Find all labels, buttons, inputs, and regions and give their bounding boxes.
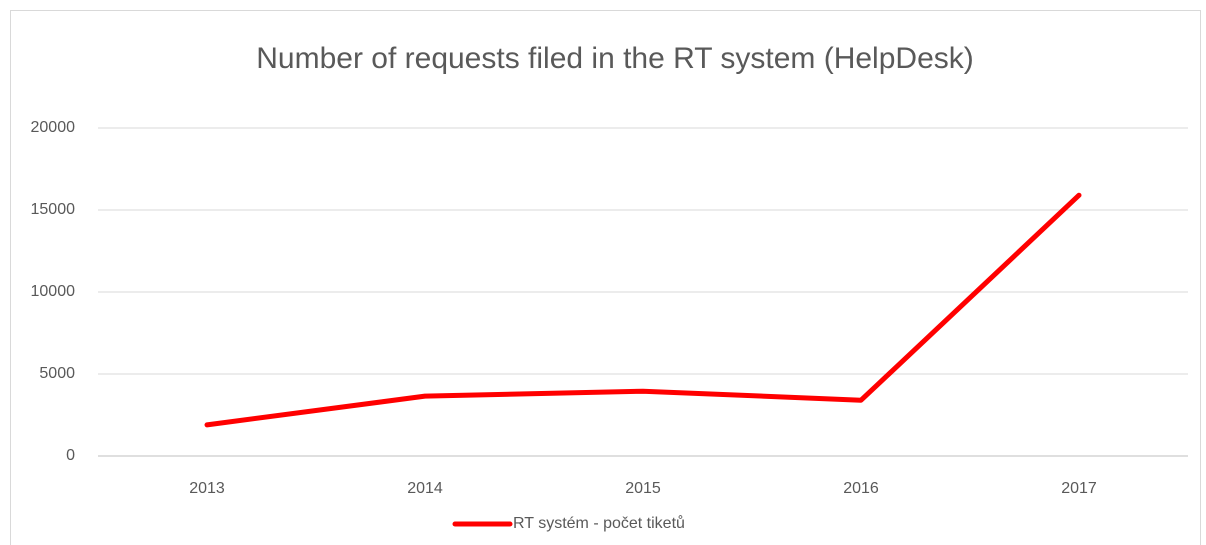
y-tick-label: 10000 xyxy=(31,283,76,300)
data-line xyxy=(204,192,1082,428)
y-tick-label: 0 xyxy=(66,447,75,464)
legend-label: RT systém - počet tiketů xyxy=(513,514,685,532)
x-tick-label: 2016 xyxy=(843,480,879,497)
y-tick-label: 5000 xyxy=(39,365,75,382)
x-tick-label: 2015 xyxy=(625,480,661,497)
x-tick-label: 2014 xyxy=(407,480,443,497)
chart-frame xyxy=(10,10,1201,545)
x-tick-label: 2017 xyxy=(1061,480,1097,497)
chart-title: Number of requests filed in the RT syste… xyxy=(256,42,974,75)
y-tick-label: 15000 xyxy=(31,201,76,218)
x-tick-label: 2013 xyxy=(189,480,225,497)
y-tick-label: 20000 xyxy=(31,119,76,136)
